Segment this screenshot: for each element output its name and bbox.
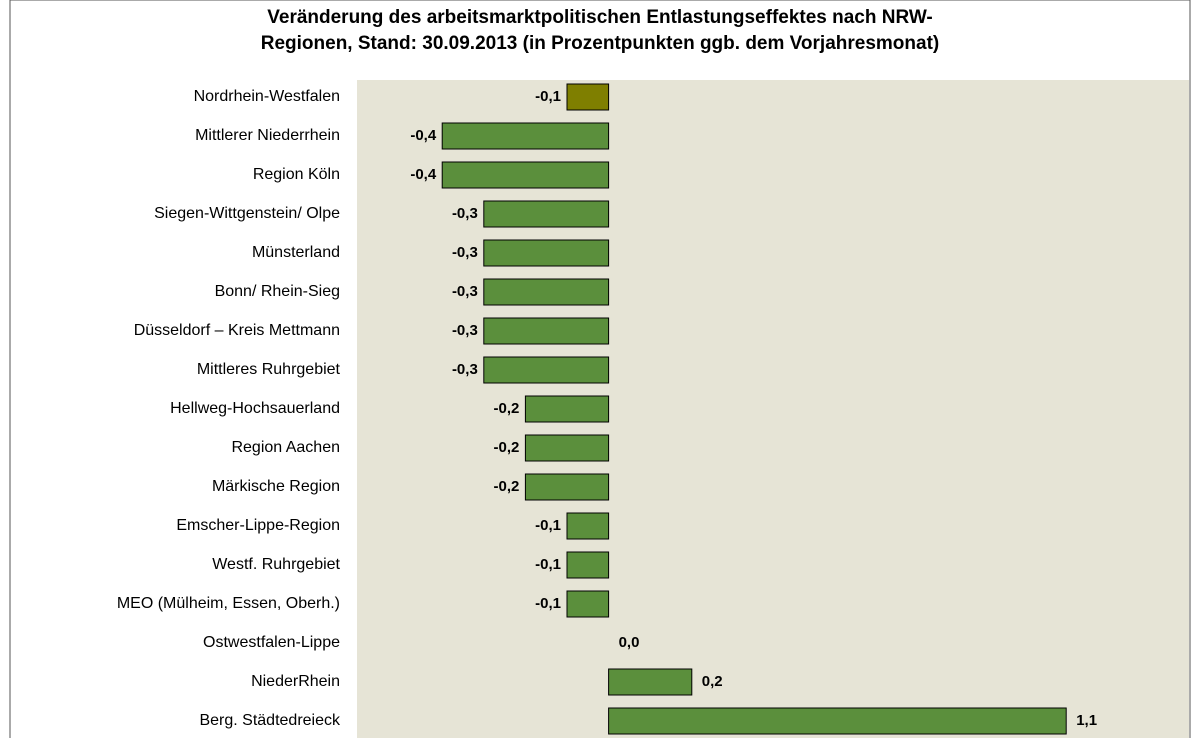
value-label: -0,2 bbox=[494, 400, 520, 417]
bar bbox=[483, 278, 610, 306]
category-label: Märkische Region bbox=[212, 478, 340, 495]
category-label: Hellweg-Hochsauerland bbox=[170, 400, 340, 417]
bar bbox=[483, 239, 610, 267]
category-label: Region Köln bbox=[253, 166, 340, 183]
bar bbox=[524, 395, 610, 423]
category-label: Mittlerer Niederrhein bbox=[195, 127, 340, 144]
value-label: -0,3 bbox=[452, 283, 478, 300]
bar bbox=[566, 512, 610, 540]
bar bbox=[483, 356, 610, 384]
bar bbox=[441, 122, 610, 150]
bar bbox=[483, 200, 610, 228]
category-label: Berg. Städtedreieck bbox=[199, 712, 341, 729]
value-label: -0,1 bbox=[535, 595, 561, 612]
category-label: Mittleres Ruhrgebiet bbox=[197, 361, 341, 378]
value-label: -0,3 bbox=[452, 244, 478, 261]
bar bbox=[566, 590, 610, 618]
category-label: Region Aachen bbox=[231, 439, 340, 456]
value-label: 0,2 bbox=[702, 673, 723, 690]
value-label: -0,3 bbox=[452, 361, 478, 378]
bar bbox=[608, 707, 1067, 735]
value-label: -0,1 bbox=[535, 556, 561, 573]
category-label: Düsseldorf – Kreis Mettmann bbox=[134, 322, 340, 339]
bar bbox=[483, 317, 610, 345]
bar bbox=[566, 551, 610, 579]
value-label: -0,4 bbox=[410, 166, 437, 183]
value-label: 1,1 bbox=[1076, 712, 1097, 729]
value-label: -0,3 bbox=[452, 322, 478, 339]
category-label: Ostwestfalen-Lippe bbox=[203, 634, 340, 651]
category-label: Bonn/ Rhein-Sieg bbox=[215, 283, 340, 300]
category-label: MEO (Mülheim, Essen, Oberh.) bbox=[117, 595, 340, 612]
bar bbox=[524, 434, 610, 462]
bar bbox=[524, 473, 610, 501]
category-label: Münsterland bbox=[252, 244, 340, 261]
value-label: -0,1 bbox=[535, 517, 561, 534]
chart-title: Veränderung des arbeitsmarktpolitischen … bbox=[267, 7, 933, 28]
category-label: Nordrhein-Westfalen bbox=[194, 88, 340, 105]
category-label: Westf. Ruhrgebiet bbox=[212, 556, 340, 573]
value-label: -0,1 bbox=[535, 88, 561, 105]
category-label: NiederRhein bbox=[251, 673, 340, 690]
bar bbox=[566, 83, 610, 111]
bar bbox=[608, 668, 693, 696]
value-label: 0,0 bbox=[619, 634, 640, 651]
category-label: Siegen-Wittgenstein/ Olpe bbox=[154, 205, 340, 222]
value-label: -0,2 bbox=[494, 439, 520, 456]
plot-area bbox=[357, 80, 1189, 738]
value-label: -0,4 bbox=[410, 127, 437, 144]
category-label: Emscher-Lippe-Region bbox=[176, 517, 340, 534]
value-label: -0,3 bbox=[452, 205, 478, 222]
chart-title: Regionen, Stand: 30.09.2013 (in Prozentp… bbox=[261, 33, 940, 54]
value-label: -0,2 bbox=[494, 478, 520, 495]
bar bbox=[441, 161, 610, 189]
